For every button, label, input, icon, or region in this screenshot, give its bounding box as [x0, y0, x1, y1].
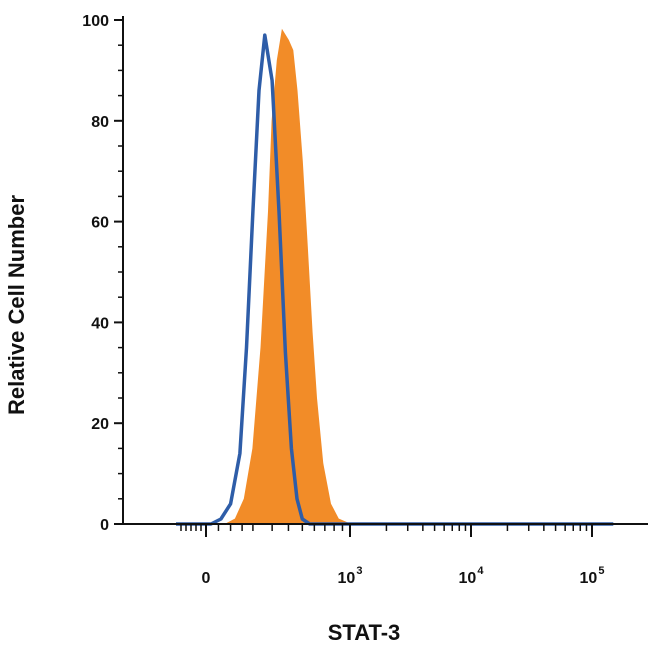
x-axis-title: STAT-3 [328, 620, 401, 645]
y-axis-title: Relative Cell Number [4, 195, 29, 416]
x-tick-label: 103 [338, 565, 363, 587]
axes-layer [114, 16, 648, 537]
series-layer [176, 28, 614, 526]
y-tick-label: 40 [91, 315, 109, 332]
x-tick-label: 0 [202, 570, 211, 587]
series-outline-histogram [176, 33, 614, 526]
x-tick-label: 105 [580, 565, 605, 587]
series-filled-histogram [176, 28, 614, 525]
label-layer: 0 20 40 60 80 100 0 103 104 105 [82, 13, 604, 587]
y-tick-label: 60 [91, 215, 109, 232]
y-tick-label: 80 [91, 114, 109, 131]
y-tick-label: 20 [91, 416, 109, 433]
y-tick-label: 0 [100, 517, 109, 534]
y-tick-label: 100 [82, 13, 109, 30]
x-tick-label: 104 [459, 565, 485, 587]
